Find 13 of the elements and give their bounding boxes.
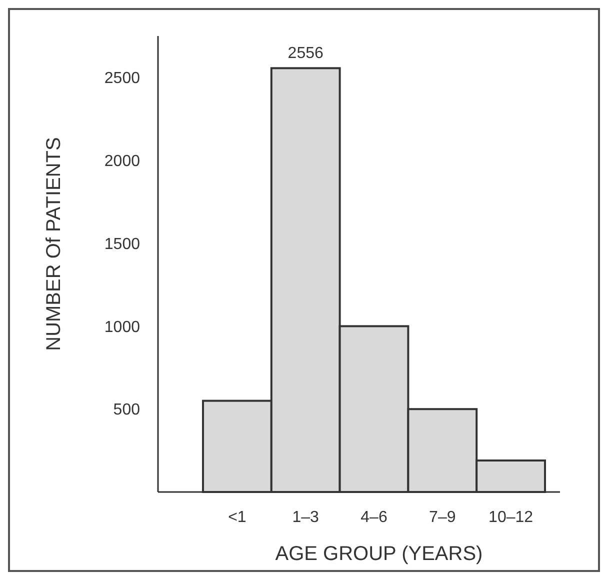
x-axis-title: AGE GROUP (YEARS)	[275, 543, 483, 565]
y-tick-label: 500	[113, 402, 140, 419]
x-tick-label: <1	[228, 509, 246, 526]
x-tick-label: 1–3	[292, 509, 320, 526]
data-label: 2556	[288, 45, 324, 62]
y-tick-label: 2500	[104, 70, 140, 88]
y-tick-label: 1500	[104, 236, 140, 253]
y-tick-label: 1000	[104, 318, 140, 336]
x-tick-label: 10–12	[488, 509, 534, 526]
x-tick-label: 4–6	[360, 509, 388, 526]
y-axis-title: NUMBER Of PATIENTS	[43, 137, 65, 351]
y-tick-label: 2000	[104, 152, 140, 170]
x-tick-label: 7–9	[429, 509, 456, 526]
